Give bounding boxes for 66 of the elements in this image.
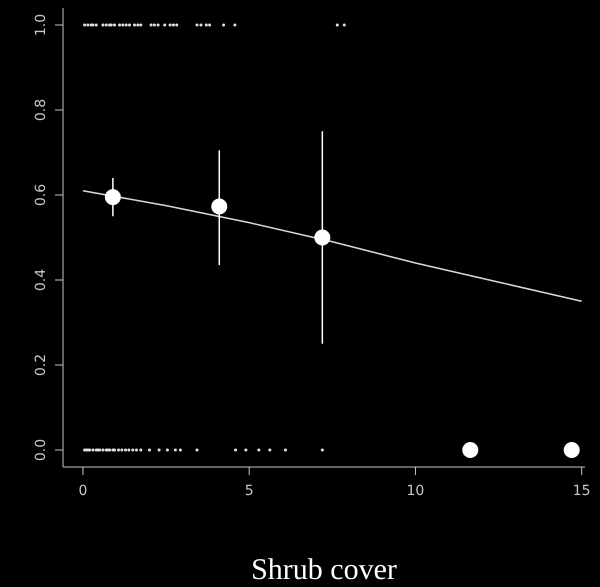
point <box>152 24 156 26</box>
point <box>342 24 346 26</box>
point <box>132 24 136 26</box>
point <box>195 448 198 452</box>
point <box>174 448 177 452</box>
point <box>134 448 138 452</box>
point <box>172 24 175 26</box>
point <box>268 448 272 452</box>
point <box>336 24 339 26</box>
point <box>113 24 116 26</box>
point <box>131 448 134 452</box>
y-tick-label: 0.6 <box>33 184 49 206</box>
point <box>128 24 131 26</box>
point <box>94 24 98 26</box>
point <box>564 442 580 458</box>
point <box>104 24 108 26</box>
point <box>101 24 104 26</box>
point <box>150 24 153 26</box>
point <box>104 189 121 206</box>
point <box>175 24 178 26</box>
point <box>121 24 124 26</box>
y-tick-label: 0.0 <box>33 438 49 462</box>
x-tick-label: 15 <box>572 483 591 499</box>
y-tick-label: 1.0 <box>33 14 49 36</box>
point <box>166 448 169 452</box>
point <box>208 24 212 26</box>
y-tick-label: 0.8 <box>33 98 49 122</box>
point <box>124 448 128 452</box>
point <box>204 24 208 26</box>
y-tick-label: 0.4 <box>33 268 49 292</box>
point <box>148 448 151 452</box>
point <box>163 24 166 26</box>
point <box>86 24 90 26</box>
point <box>168 24 172 26</box>
x-axis-title: Shrub cover <box>251 553 397 586</box>
point <box>211 198 228 214</box>
point <box>136 24 140 26</box>
point <box>195 24 198 26</box>
point <box>127 448 130 452</box>
point <box>199 24 202 26</box>
point <box>158 448 161 452</box>
point <box>117 448 120 452</box>
point <box>284 448 287 452</box>
point <box>178 448 182 452</box>
x-tick-label: 5 <box>244 483 254 499</box>
point <box>314 230 330 246</box>
point <box>83 24 86 26</box>
point <box>462 442 478 458</box>
point <box>101 448 104 452</box>
point <box>124 24 128 26</box>
point <box>91 448 94 452</box>
point <box>257 448 260 452</box>
point <box>234 448 238 452</box>
point <box>139 24 142 26</box>
point <box>320 448 324 452</box>
point <box>244 448 248 452</box>
point <box>118 24 122 26</box>
point <box>233 24 236 26</box>
line-series <box>82 190 582 302</box>
y-tick-label: 0.2 <box>33 354 49 376</box>
point <box>156 24 160 26</box>
x-tick-label: 10 <box>406 483 424 499</box>
x-tick-label: 0 <box>78 483 88 499</box>
point <box>139 448 142 452</box>
point <box>222 24 226 26</box>
point <box>120 448 124 452</box>
